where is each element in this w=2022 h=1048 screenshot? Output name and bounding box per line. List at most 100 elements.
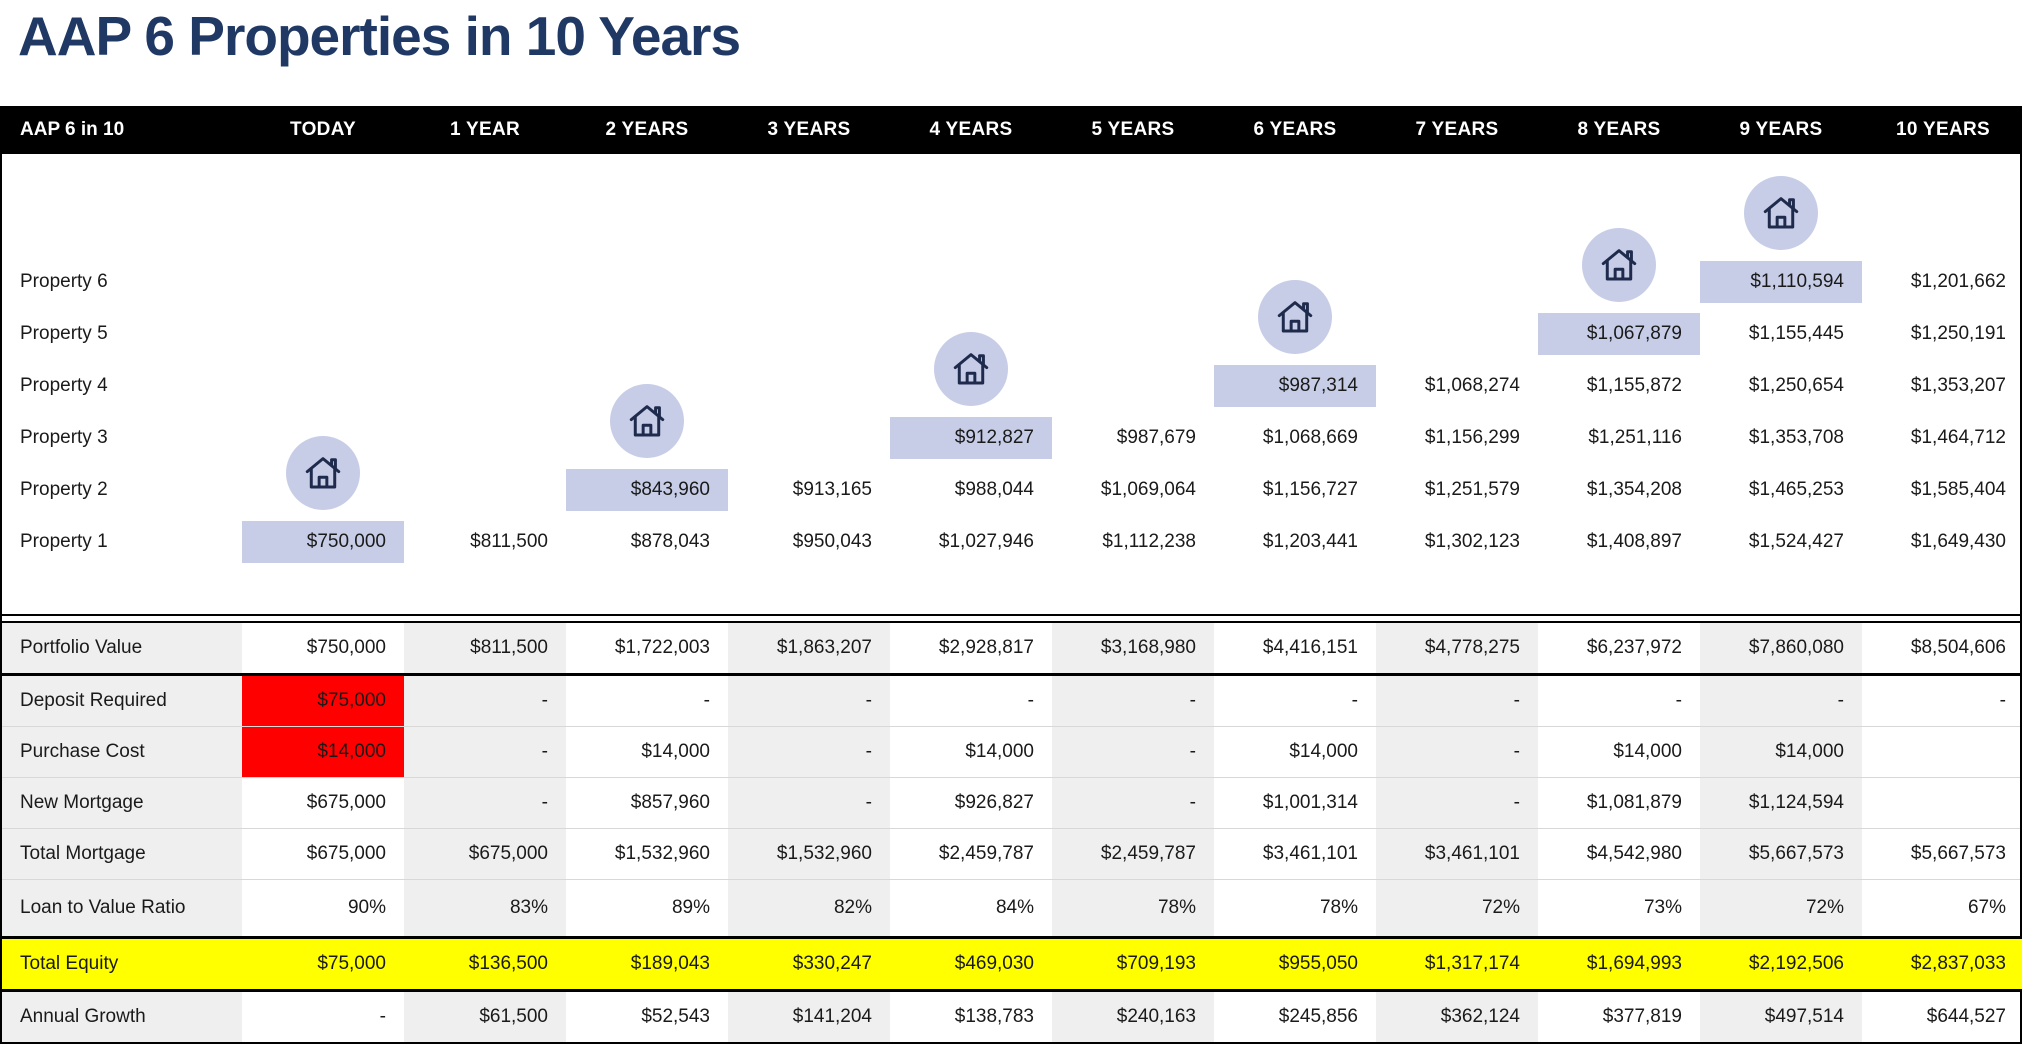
summary-cell-6-years: $4,416,151	[1262, 637, 1358, 658]
property-start-value-cell: $1,067,879	[1538, 313, 1700, 355]
house-icon	[1744, 176, 1818, 250]
column-header-today: TODAY	[290, 119, 356, 140]
summary-cell-today: $14,000	[242, 727, 404, 777]
summary-cell-2-years: $14,000	[641, 741, 710, 762]
summary-cell-4-years: $469,030	[890, 939, 1052, 989]
property-start-value-cell: $987,314	[1214, 365, 1376, 407]
property-label-property-4: Property 4	[20, 375, 108, 396]
property-value-cell: $1,302,123	[1424, 531, 1520, 552]
summary-cell-1-year: -	[404, 727, 566, 777]
column-header-4-years: 4 YEARS	[929, 119, 1013, 140]
summary-cell-today: $750,000	[306, 637, 386, 658]
summary-cell-8-years: -	[1675, 690, 1682, 711]
summary-cell-6-years: $955,050	[1214, 939, 1376, 989]
property-label-property-1: Property 1	[20, 531, 108, 552]
summary-cell-3-years: $141,204	[728, 992, 890, 1042]
property-start-value-cell: $843,960	[566, 469, 728, 511]
property-value-cell: $988,044	[954, 479, 1034, 500]
summary-cell-4-years: $2,459,787	[938, 843, 1034, 864]
house-icon	[1258, 280, 1332, 354]
summary-cell-3-years: $1,863,207	[728, 623, 890, 673]
summary-cell-3-years: -	[728, 727, 890, 777]
summary-cell-10-years: $5,667,573	[1910, 843, 2006, 864]
house-icon	[610, 384, 684, 458]
summary-cell-9-years: $5,667,573	[1700, 829, 1862, 879]
row-label-total-equity: Total Equity	[2, 939, 242, 989]
property-value-cell: $1,068,669	[1262, 427, 1358, 448]
summary-row-purchase-cost: Purchase Cost $14,000- $14,000- $14,000- $14…	[2, 726, 2020, 777]
summary-row-loan-to-value-ratio: Loan to Value Ratio 90% 83% 89% 82% 84% 78% 78%…	[2, 879, 2020, 939]
summary-cell-8-years: $1,694,993	[1538, 939, 1700, 989]
summary-row-annual-growth: Annual Growth - $61,500 $52,543 $141,204 $138…	[2, 992, 2020, 1042]
summary-cell-6-years: -	[1351, 690, 1358, 711]
summary-cell-4-years: $926,827	[954, 792, 1034, 813]
column-header-10-years: 10 YEARS	[1896, 119, 1990, 140]
column-header-8-years: 8 YEARS	[1577, 119, 1661, 140]
summary-cell-5-years: $709,193	[1052, 939, 1214, 989]
summary-cell-8-years: $6,237,972	[1586, 637, 1682, 658]
summary-cell-10-years: $8,504,606	[1910, 637, 2006, 658]
summary-cell-1-year: $675,000	[404, 829, 566, 879]
summary-cell-10-years	[1862, 778, 2022, 828]
summary-cell-7-years: $1,317,174	[1376, 939, 1538, 989]
summary-cell-1-year: $811,500	[404, 623, 566, 673]
property-value-cell: $1,068,274	[1424, 375, 1520, 396]
property-value-cell: $1,250,191	[1910, 323, 2006, 344]
summary-cell-5-years: 78%	[1052, 880, 1214, 936]
summary-cell-today: $675,000	[306, 792, 386, 813]
summary-cell-7-years: $3,461,101	[1376, 829, 1538, 879]
summary-cell-2-years: $52,543	[641, 1006, 710, 1027]
summary-cell-1-year: -	[404, 778, 566, 828]
property-label-property-2: Property 2	[20, 479, 108, 500]
property-value-cell: $1,353,708	[1748, 427, 1844, 448]
row-label-annual-growth: Annual Growth	[2, 992, 242, 1042]
property-value-cell: $1,464,712	[1910, 427, 2006, 448]
summary-cell-10-years	[1862, 727, 2022, 777]
house-icon	[286, 436, 360, 510]
column-header-3-years: 3 YEARS	[767, 119, 851, 140]
summary-cell-10-years: -	[1999, 690, 2006, 711]
property-value-cell: $1,155,445	[1748, 323, 1844, 344]
projection-table: AAP 6 in 10 TODAY 1 YEAR 2 YEARS 3 YEARS 4 Y…	[0, 106, 2022, 1044]
property-value-cell: $1,524,427	[1748, 531, 1844, 552]
summary-cell-2-years: $1,532,960	[614, 843, 710, 864]
summary-cell-today: -	[379, 1006, 386, 1027]
summary-cell-7-years: 72%	[1376, 880, 1538, 936]
summary-cell-8-years: $4,542,980	[1586, 843, 1682, 864]
summary-cell-8-years: $377,819	[1602, 1006, 1682, 1027]
summary-row-deposit-required: Deposit Required $75,000- - - - - - - - - -	[2, 676, 2020, 726]
summary-cell-7-years: -	[1376, 778, 1538, 828]
property-value-cell: $1,649,430	[1910, 531, 2006, 552]
summary-cell-1-year: 83%	[404, 880, 566, 936]
property-value-cell: $1,112,238	[1102, 531, 1196, 552]
column-header-1-year: 1 YEAR	[449, 119, 521, 140]
summary-cell-9-years: $7,860,080	[1700, 623, 1862, 673]
summary-cell-8-years: 73%	[1643, 897, 1682, 918]
property-start-value-cell: $1,110,594	[1700, 261, 1862, 303]
row-label-deposit-required: Deposit Required	[2, 676, 242, 726]
property-value-cell: $1,251,116	[1588, 427, 1682, 448]
property-value-cell: $1,353,207	[1910, 375, 2006, 396]
property-value-cell: $1,201,662	[1910, 271, 2006, 292]
summary-cell-1-year: $61,500	[404, 992, 566, 1042]
property-value-cell: $811,500	[470, 531, 548, 552]
summary-cell-6-years: $3,461,101	[1262, 843, 1358, 864]
summary-cell-5-years: -	[1052, 778, 1214, 828]
property-value-cell: $878,043	[630, 531, 710, 552]
summary-cell-3-years: -	[728, 778, 890, 828]
summary-cell-4-years: 84%	[995, 897, 1034, 918]
summary-cell-5-years: -	[1052, 676, 1214, 726]
property-value-cell: $1,250,654	[1748, 375, 1844, 396]
section-divider	[2, 614, 2020, 623]
summary-cell-2-years: $857,960	[630, 792, 710, 813]
summary-cell-5-years: -	[1052, 727, 1214, 777]
summary-cell-6-years: $14,000	[1289, 741, 1358, 762]
summary-cell-3-years: $330,247	[728, 939, 890, 989]
property-value-cell: $913,165	[792, 479, 872, 500]
property-label-property-3: Property 3	[20, 427, 108, 448]
summary-cell-2-years: -	[703, 690, 710, 711]
property-label-property-6: Property 6	[20, 271, 108, 292]
summary-cell-today: $75,000	[242, 939, 404, 989]
summary-cell-8-years: $14,000	[1613, 741, 1682, 762]
